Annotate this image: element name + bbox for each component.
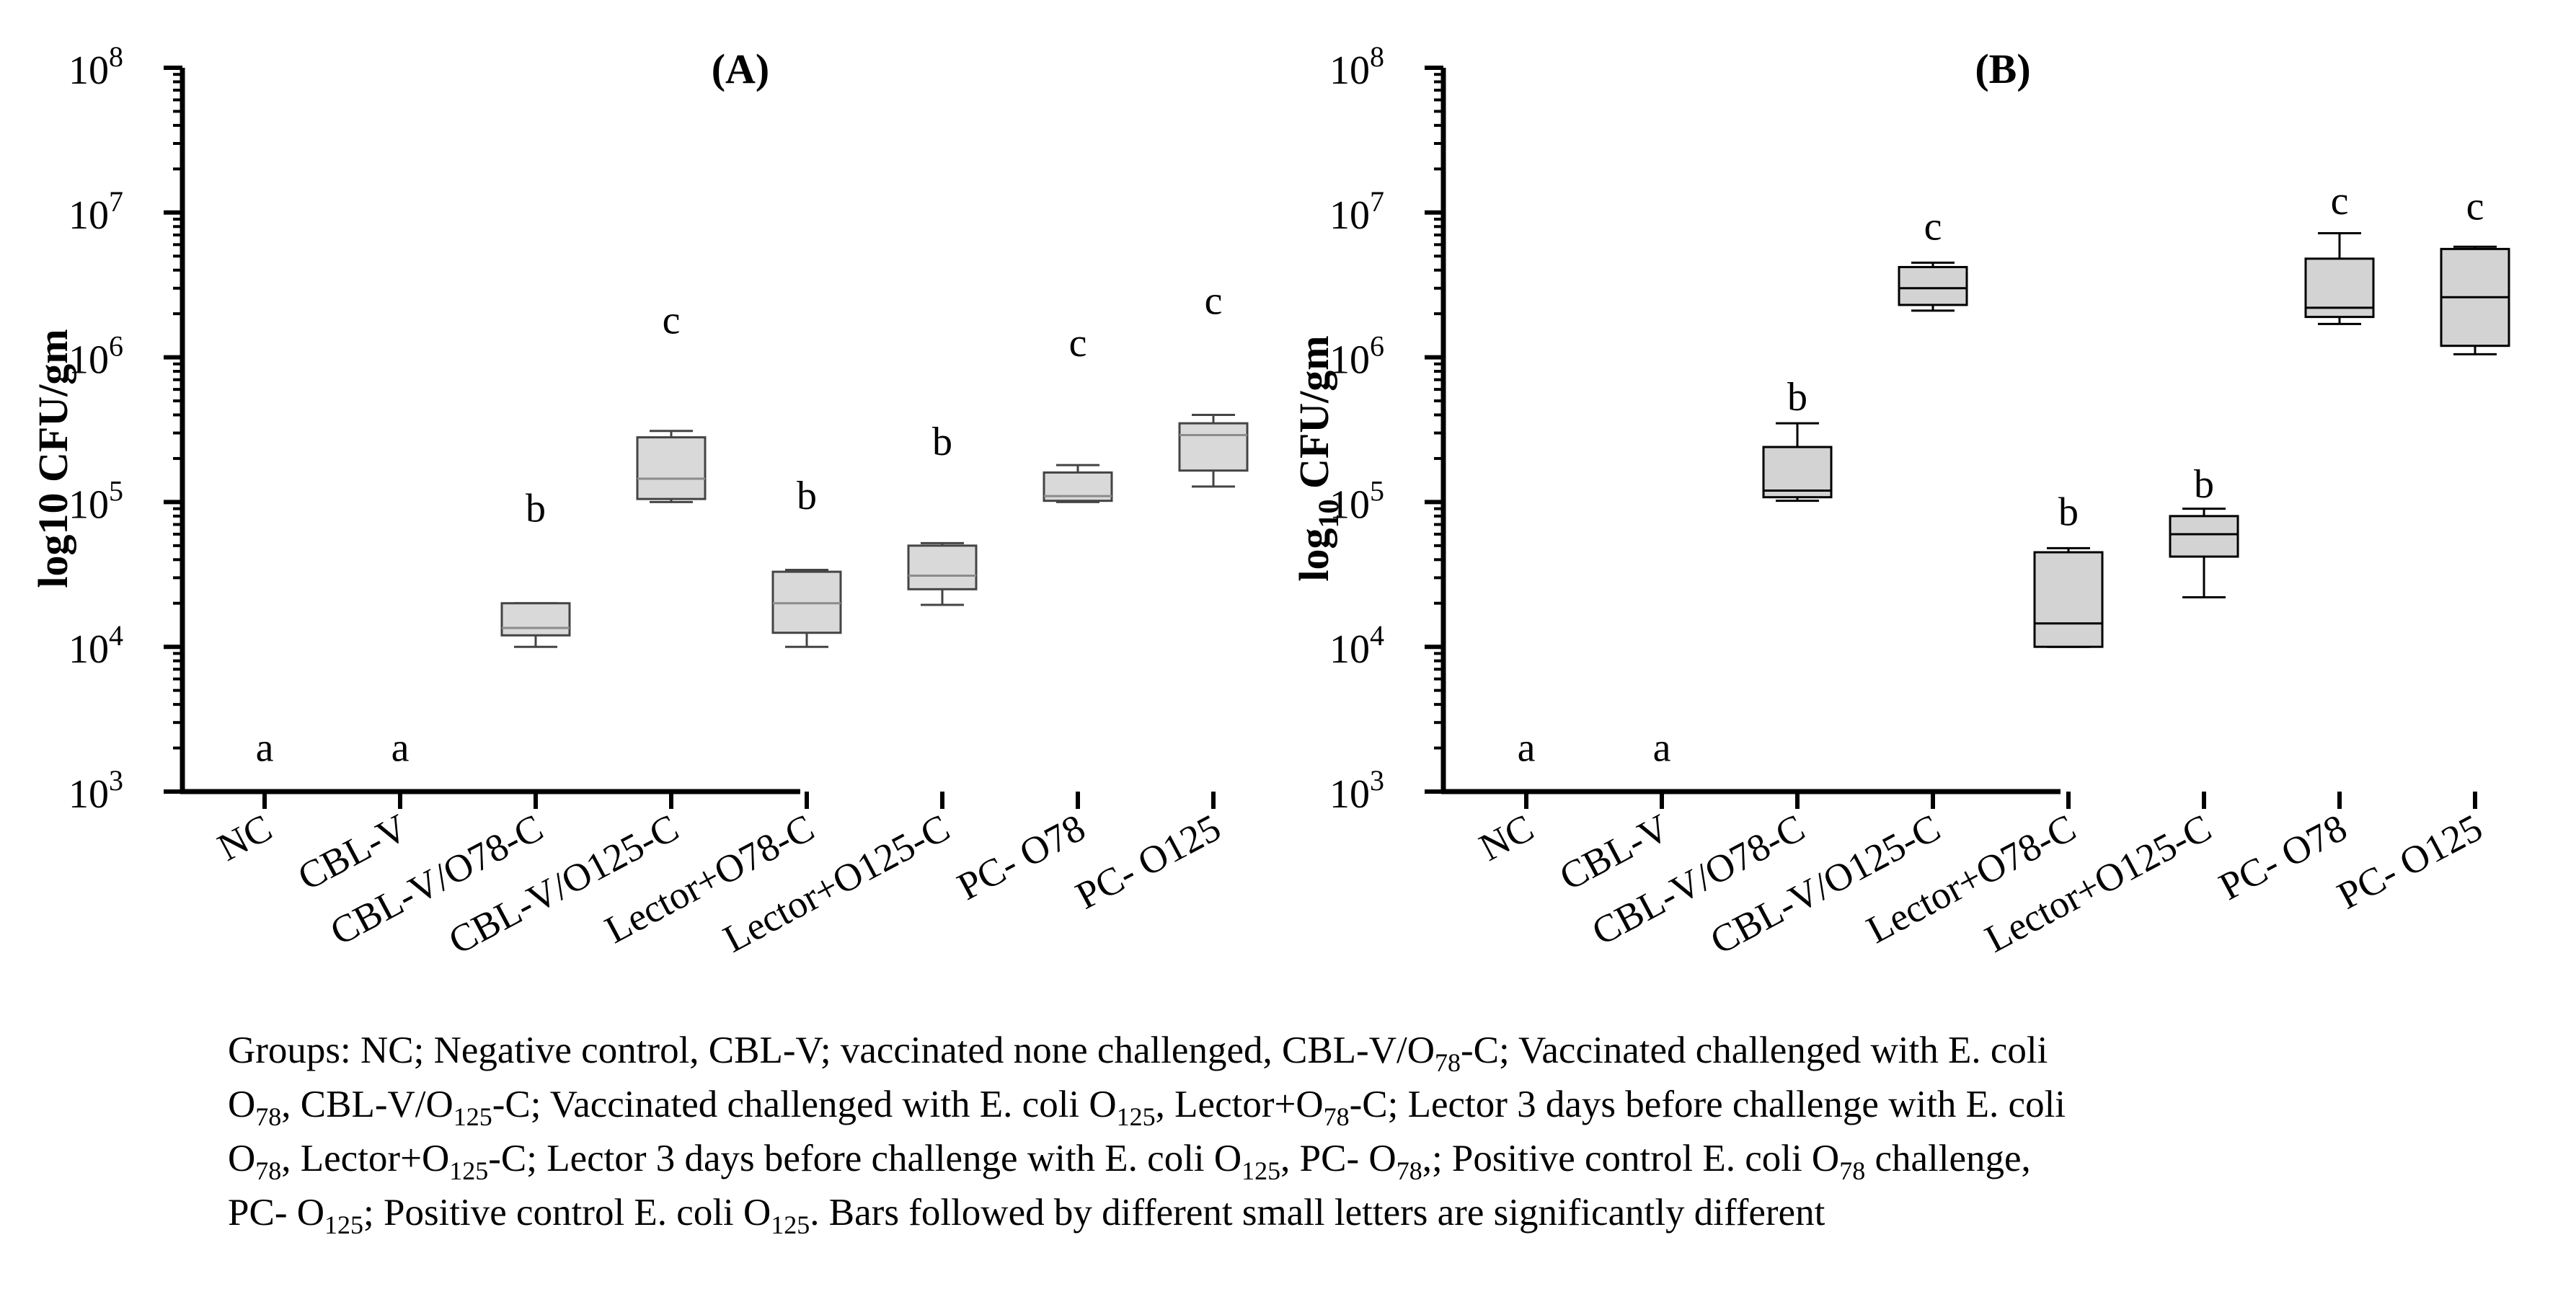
significance-letter: b — [526, 487, 546, 531]
caption-line-4: PC- O125; Positive control E. coli O125.… — [228, 1192, 1825, 1239]
box-iqr — [1898, 265, 1968, 306]
y-tick-label: 106 — [1329, 330, 1384, 383]
x-tick-label: PC- O125 — [2330, 806, 2489, 918]
box-plot — [2169, 508, 2239, 598]
significance-letter: a — [1653, 726, 1671, 771]
box-iqr — [907, 544, 978, 590]
y-tick-label: 107 — [1329, 185, 1384, 238]
box-plot — [500, 602, 571, 648]
box-plot — [2304, 231, 2375, 325]
significance-letter: c — [1924, 204, 1942, 249]
y-tick-label: 105 — [1329, 474, 1384, 527]
y-tick-label: 103 — [1329, 764, 1384, 817]
y-axis-label: log10 CFU/gm — [1291, 335, 1345, 581]
chart-panel-a: 103 104 105 106 107 108 log10 CFU/gm (A) NC a CBL-… — [30, 40, 1249, 963]
caption-line-1: Groups: NC; Negative control, CBL-V; vac… — [228, 1029, 2048, 1077]
box-plot — [1043, 464, 1113, 503]
x-tick-label: NC — [1472, 806, 1540, 869]
box-iqr — [2169, 515, 2239, 558]
y-tick-label: 103 — [68, 764, 123, 817]
x-tick-label: Lector+O125-C — [717, 806, 957, 961]
y-tick-label: 107 — [68, 185, 123, 238]
significance-letter: c — [2466, 184, 2484, 229]
box-plot — [1898, 261, 1968, 312]
significance-letter: c — [663, 298, 681, 342]
significance-letter: a — [256, 726, 274, 771]
panel-title: (B) — [1975, 45, 2030, 92]
significance-letter: b — [932, 420, 952, 464]
y-tick-label: 108 — [1329, 40, 1384, 93]
x-tick-label: PC- O125 — [1068, 806, 1227, 918]
x-tick-label: CBL-V/O125-C — [442, 806, 686, 963]
chart-panel-b: 103 104 105 106 107 108 log10 CFU/gm (B) NC a CBL-… — [1291, 40, 2510, 963]
x-tick-label: PC- O78 — [2212, 806, 2353, 908]
significance-letter: a — [1518, 726, 1536, 771]
box-plot — [2033, 546, 2104, 648]
x-tick-label: PC- O78 — [950, 806, 1092, 908]
significance-letter: c — [1205, 278, 1223, 323]
box-plot — [771, 568, 842, 648]
y-tick-label: 106 — [68, 330, 123, 383]
significance-letter: a — [391, 726, 410, 771]
x-tick-label: NC — [211, 806, 278, 869]
box-iqr — [1762, 446, 1833, 499]
box-plot — [1178, 414, 1249, 488]
significance-letter: b — [797, 474, 817, 518]
box-plot — [2440, 245, 2510, 355]
x-tick-label: Lector+O125-C — [1978, 806, 2218, 961]
box-plot — [907, 541, 978, 606]
y-tick-label: 105 — [68, 474, 123, 527]
significance-letter: b — [1787, 375, 1807, 420]
significance-letter: b — [2058, 490, 2079, 535]
box-plot — [1762, 422, 1833, 502]
box-iqr — [500, 602, 571, 637]
panel-title: (A) — [712, 45, 770, 92]
box-iqr — [2033, 551, 2104, 648]
y-tick-label: 108 — [68, 40, 123, 93]
box-iqr — [636, 436, 707, 500]
y-axis-label: log10 CFU/gm — [30, 329, 76, 588]
significance-letter: c — [1069, 321, 1087, 366]
box-plot — [636, 430, 707, 503]
y-tick-label: 104 — [68, 619, 123, 672]
x-tick-label: CBL-V/O125-C — [1704, 806, 1947, 963]
box-iqr — [1178, 422, 1249, 472]
significance-letter: b — [2194, 462, 2214, 507]
caption-line-3: O78, Lector+O125-C; Lector 3 days before… — [228, 1138, 2031, 1185]
caption-line-2: O78, CBL-V/O125-C; Vaccinated challenged… — [228, 1084, 2066, 1131]
y-tick-label: 104 — [1329, 619, 1384, 672]
significance-letter: c — [2331, 179, 2349, 223]
figure-caption: Groups: NC; Negative control, CBL-V; vac… — [228, 1024, 2535, 1240]
